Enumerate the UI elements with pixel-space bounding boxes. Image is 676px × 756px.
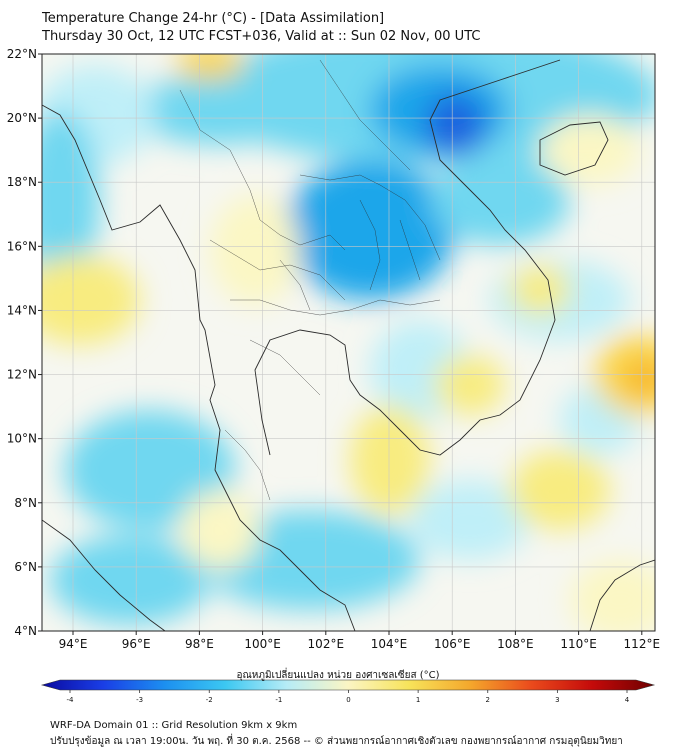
lon-tick-label: 112°E <box>624 637 661 651</box>
colorbar-tick-label: -4 <box>67 696 75 704</box>
lat-tick-label: 18°N <box>7 175 37 189</box>
colorbar: -4 -3 -2 -1 0 1 2 3 4 <box>42 680 654 704</box>
lat-tick-label: 22°N <box>7 47 37 61</box>
lon-tick-label: 106°E <box>434 637 471 651</box>
colorbar-tick-label: -1 <box>275 696 282 704</box>
colorbar-tick-label: 0 <box>346 696 350 704</box>
lon-tick-label: 110°E <box>560 637 597 651</box>
lat-tick-label: 10°N <box>7 432 37 446</box>
lon-tick-label: 104°E <box>371 637 408 651</box>
lat-tick-label: 6°N <box>14 560 37 574</box>
footer-credit: ปรับปรุงข้อมูล ณ เวลา 19:00น. วัน พฤ. ที… <box>50 734 623 749</box>
colorbar-tick-label: 1 <box>416 696 420 704</box>
lon-tick-label: 98°E <box>185 637 214 651</box>
lat-tick-label: 12°N <box>7 368 37 382</box>
longitude-axis: 94°E 96°E 98°E 100°E 102°E 104°E 106°E 108°E 110… <box>59 631 660 651</box>
colorbar-tick-label: 2 <box>486 696 490 704</box>
lat-tick-label: 20°N <box>7 111 37 125</box>
colorbar-tick-label: 4 <box>625 696 630 704</box>
colorbar-tick-label: -3 <box>136 696 143 704</box>
lat-tick-label: 16°N <box>7 239 37 253</box>
lon-tick-label: 102°E <box>308 637 345 651</box>
colorbar-tick-label: 3 <box>555 696 559 704</box>
latitude-axis: 22°N 20°N 18°N 16°N 14°N 12°N 10°N 8°N 6°N 4°N <box>7 47 42 638</box>
lon-tick-label: 96°E <box>122 637 151 651</box>
colorbar-tick-label: -2 <box>206 696 213 704</box>
lat-tick-label: 4°N <box>14 624 37 638</box>
lon-tick-label: 108°E <box>497 637 534 651</box>
lon-tick-label: 94°E <box>59 637 88 651</box>
lat-tick-label: 14°N <box>7 303 37 317</box>
colorbar-label: อุณหภูมิเปลี่ยนแปลง หน่วย องศาเซลเซียส (… <box>0 668 676 683</box>
temperature-change-map: 22°N 20°N 18°N 16°N 14°N 12°N 10°N 8°N 6°N 4°N 94… <box>0 0 676 756</box>
footer-model-info: WRF-DA Domain 01 :: Grid Resolution 9km … <box>50 720 297 731</box>
lat-tick-label: 8°N <box>14 496 37 510</box>
lon-tick-label: 100°E <box>244 637 281 651</box>
